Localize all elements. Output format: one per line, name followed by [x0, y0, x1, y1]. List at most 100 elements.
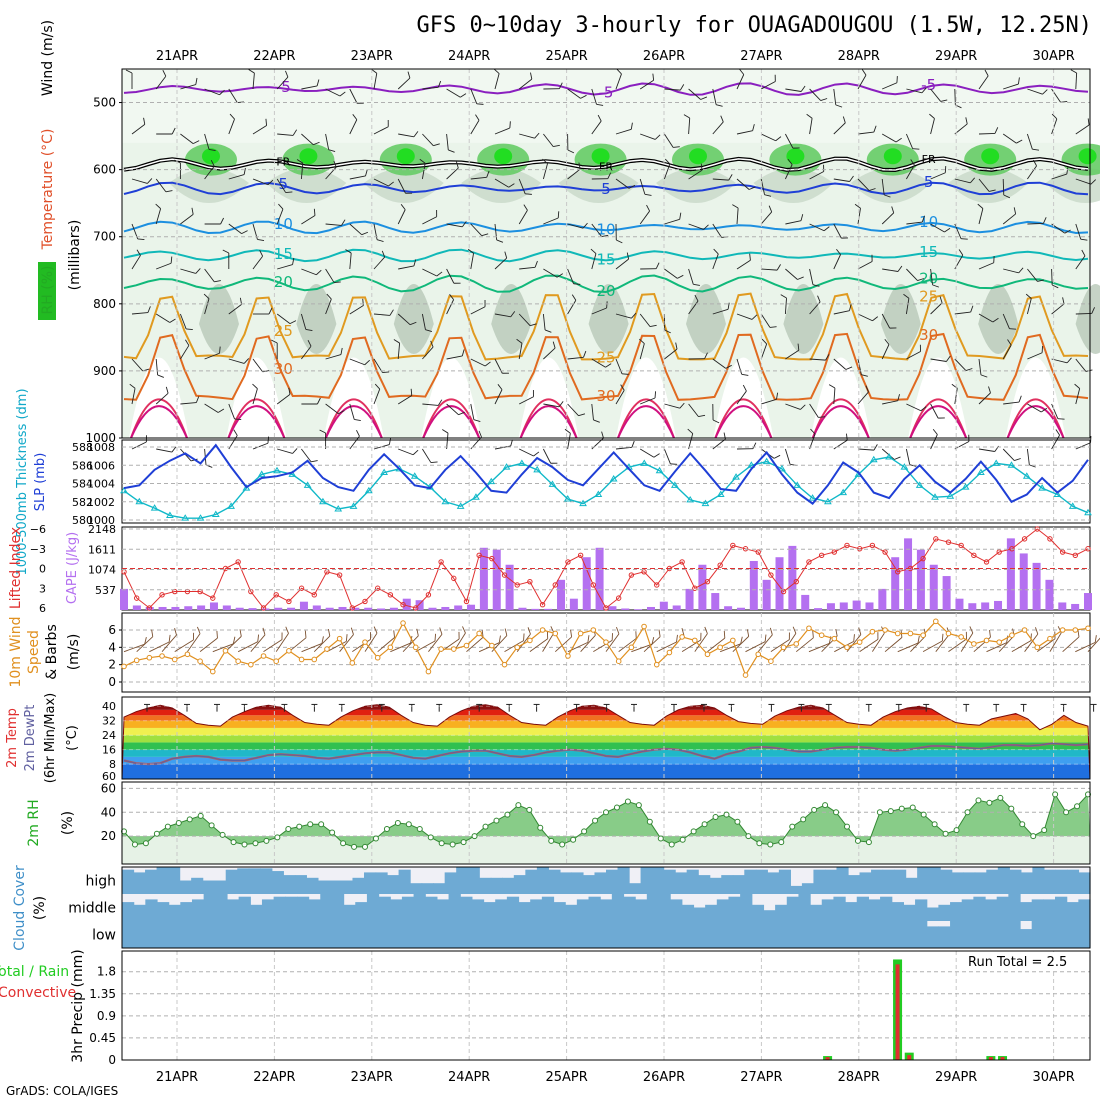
wind-speed-marker — [1010, 633, 1015, 638]
cloud-bar — [787, 921, 799, 948]
tick-label: 1.8 — [97, 965, 116, 979]
axis-title-part: & Barbs — [44, 624, 60, 680]
cloud-bar — [379, 921, 391, 948]
cape-bar — [827, 603, 835, 610]
rh-marker — [932, 822, 937, 827]
wind-barb-staff — [253, 443, 268, 449]
wind-speed-marker — [160, 654, 165, 659]
cape-bar — [518, 608, 526, 610]
wind-barb-staff — [682, 640, 701, 652]
cloud-bar — [822, 899, 834, 921]
cloud-bar — [519, 902, 531, 921]
wind-barb — [502, 633, 528, 651]
cloud-bar — [998, 867, 1010, 894]
cape-bar — [994, 601, 1002, 610]
wind-speed-marker — [122, 664, 127, 669]
cape-bar — [763, 580, 771, 610]
cloud-bar — [320, 921, 332, 948]
wind-barb-staff — [398, 449, 413, 455]
cloud-bar — [250, 905, 262, 921]
cloud-bar — [491, 878, 503, 894]
wind-barb-staff — [631, 644, 652, 652]
cloud-bar — [414, 921, 426, 948]
date-label-top: 22APR — [253, 49, 295, 64]
cape-bar — [197, 605, 205, 610]
rh-marker — [220, 832, 225, 837]
cloud-bar — [693, 908, 705, 922]
rh-marker — [604, 810, 609, 815]
rh-marker — [308, 822, 313, 827]
cloud-bar — [868, 921, 880, 948]
tick-label: 900 — [93, 364, 116, 378]
date-label-top: 21APR — [156, 49, 198, 64]
cloud-bar — [950, 902, 962, 921]
cloud-bar — [425, 897, 437, 921]
rh-marker — [242, 842, 247, 847]
cloud-bar — [320, 894, 332, 921]
wind-barb-flag — [302, 631, 309, 638]
wind-speed-marker — [502, 662, 507, 667]
wind-barb-staff — [1076, 443, 1091, 449]
wind-speed-marker — [185, 652, 190, 657]
cloud-bar — [836, 867, 848, 894]
cloud-bar — [973, 897, 985, 921]
temperature-band — [122, 764, 1090, 778]
wind-speed-marker — [946, 631, 951, 636]
cape-bar — [506, 565, 514, 610]
temperature-band — [122, 757, 1090, 764]
cape-bar — [711, 593, 719, 610]
cloud-bar — [1020, 929, 1032, 948]
wind-speed-marker — [959, 635, 964, 640]
wind-barb-flag — [497, 636, 503, 643]
isotherm-label: 30 — [596, 387, 615, 405]
wind-barb-flag — [320, 636, 326, 643]
cloud-bar — [460, 897, 472, 921]
cloud-bar — [952, 872, 964, 894]
cape-bar — [236, 608, 244, 610]
wind-speed-marker — [261, 654, 266, 659]
wind-speed-marker — [832, 636, 837, 641]
axis-unit-label: (m/s) — [66, 634, 82, 671]
cloud-bar — [997, 897, 1009, 921]
cloud-bar — [997, 921, 1009, 948]
cloud-bar — [985, 921, 997, 948]
cloud-bar — [860, 872, 872, 894]
cape-bar — [840, 602, 848, 610]
cloud-bar — [635, 921, 647, 948]
cloud-bar — [583, 875, 595, 894]
cape-bar — [1071, 604, 1079, 610]
rh-marker — [658, 836, 663, 841]
wind-barb — [183, 627, 203, 652]
wind-barb-staff — [885, 638, 902, 652]
cloud-bar — [537, 867, 549, 894]
cloud-bar — [226, 870, 238, 894]
cloud-bar — [623, 897, 635, 921]
wind-barb — [737, 443, 756, 449]
cloud-bar — [157, 921, 169, 948]
cape-bar — [249, 608, 257, 610]
isotherm-label: 5 — [924, 173, 934, 191]
cloud-bar — [612, 894, 624, 921]
wind-barb — [906, 448, 916, 468]
wind-barb-flag — [534, 451, 539, 458]
cape-bar — [660, 602, 668, 610]
wind-speed-marker — [604, 640, 609, 645]
rh-marker — [165, 824, 170, 829]
cloud-bar — [525, 870, 537, 894]
wind-barb-flag — [293, 448, 298, 455]
rh-marker — [877, 810, 882, 815]
cloud-bar — [710, 878, 722, 894]
wind-speed-marker — [933, 619, 938, 624]
cloud-bar — [845, 921, 857, 948]
wind-barb-flag — [656, 630, 663, 637]
isotherm-label: FR — [276, 155, 290, 168]
wind-barb-flag — [987, 630, 994, 637]
cloud-bar — [600, 899, 612, 921]
cape-bar — [1020, 553, 1028, 610]
cloud-bar — [798, 894, 810, 921]
wind-speed-marker — [413, 645, 418, 650]
axis-unit-label: (°C) — [65, 725, 80, 751]
wind-barb-staff — [948, 639, 966, 652]
